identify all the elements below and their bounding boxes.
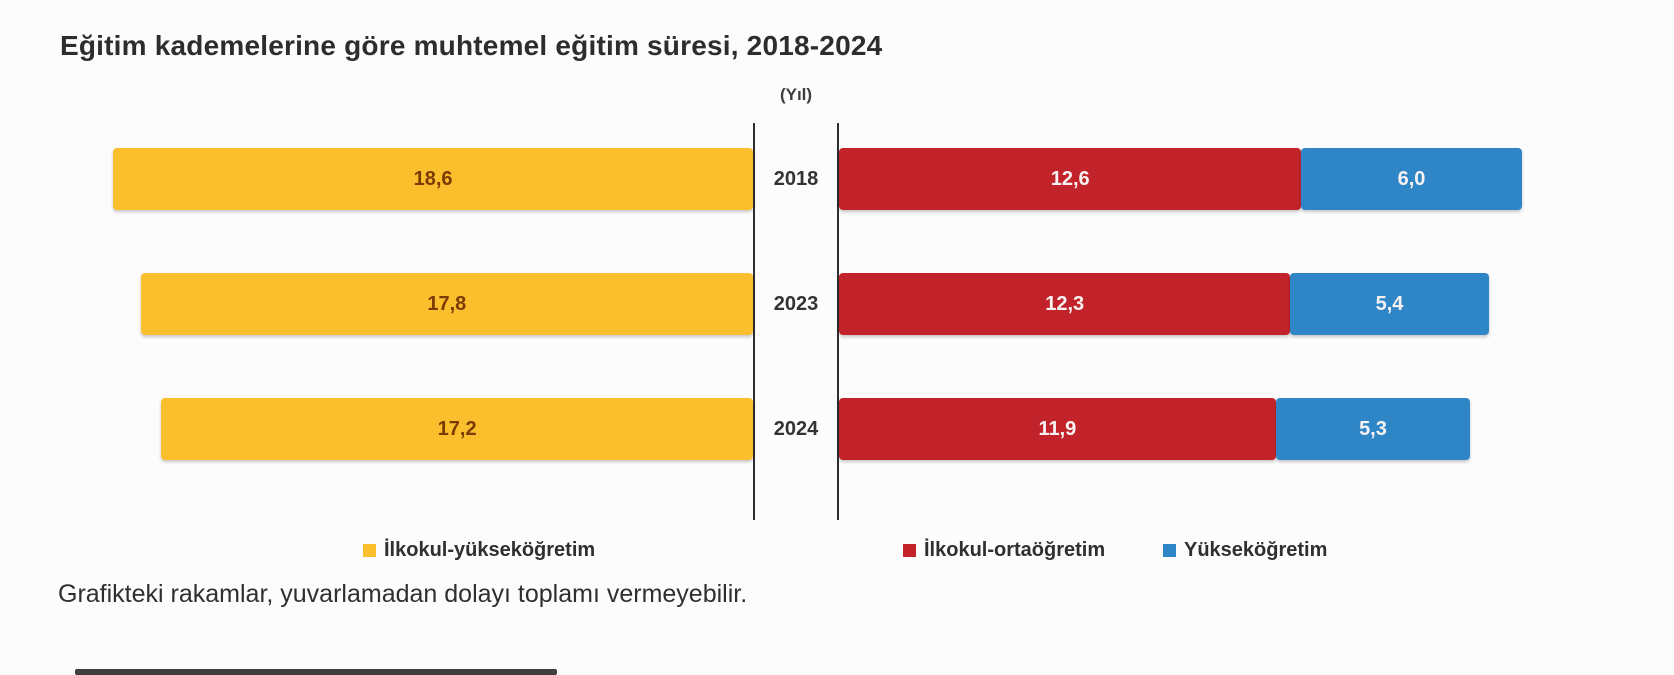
bar-value-label: 11,9 [1038,417,1077,440]
legend-item-ilkokul-yuksekogretim: İlkokul-yükseköğretim [363,537,595,563]
bar-ilkokul-ortaogretim-2023: 12,3 [839,273,1291,335]
year-label-2018: 2018 [773,168,819,190]
bar-value-label: 18,6 [413,167,453,190]
bar-value-label: 17,2 [437,417,477,440]
bar-ilkokul-ortaogretim-2018: 12,6 [839,148,1302,210]
legend-label: Yükseköğretim [1184,538,1328,561]
year-label-2024: 2024 [773,418,819,440]
chart-title: Eğitim kademelerine göre muhtemel eğitim… [60,30,883,61]
bar-value-label: 12,6 [1050,167,1090,190]
bar-value-label: 17,8 [427,292,467,315]
bar-yuksekogretim-2023: 5,4 [1290,273,1489,335]
bar-yuksekogretim-2018: 6,0 [1301,148,1522,210]
legend-swatch-blue-icon [1163,543,1176,557]
bar-value-label: 5,4 [1375,292,1404,315]
legend-swatch-red-icon [903,543,916,557]
axis-line-left [753,123,755,520]
bar-ilkokul-yuksekogretim-2018: 18,6 [113,148,753,210]
bar-ilkokul-yuksekogretim-2023: 17,8 [140,273,753,335]
legend-label: İlkokul-yükseköğretim [384,538,596,561]
bar-value-label: 12,3 [1045,292,1085,315]
bar-yuksekogretim-2024: 5,3 [1275,398,1471,460]
bar-ilkokul-ortaogretim-2024: 11,9 [839,398,1276,460]
year-label-2023: 2023 [773,293,819,315]
bar-value-label: 6,0 [1397,167,1426,190]
bar-value-label: 5,3 [1359,417,1387,440]
legend-swatch-yellow-icon [363,543,376,557]
footnote: Grafikteki rakamlar, yuvarlamadan dolayı… [58,580,748,608]
axis-unit-label: (Yıl) [779,85,813,104]
axis-line-right [837,123,839,520]
bar-ilkokul-yuksekogretim-2024: 17,2 [161,398,753,460]
legend-item-ilkokul-ortaogretim: İlkokul-ortaöğretim [903,537,1105,563]
bottom-strip [75,669,557,675]
legend-item-yuksekogretim: Yükseköğretim [1163,537,1327,563]
legend-label: İlkokul-ortaöğretim [924,538,1106,561]
